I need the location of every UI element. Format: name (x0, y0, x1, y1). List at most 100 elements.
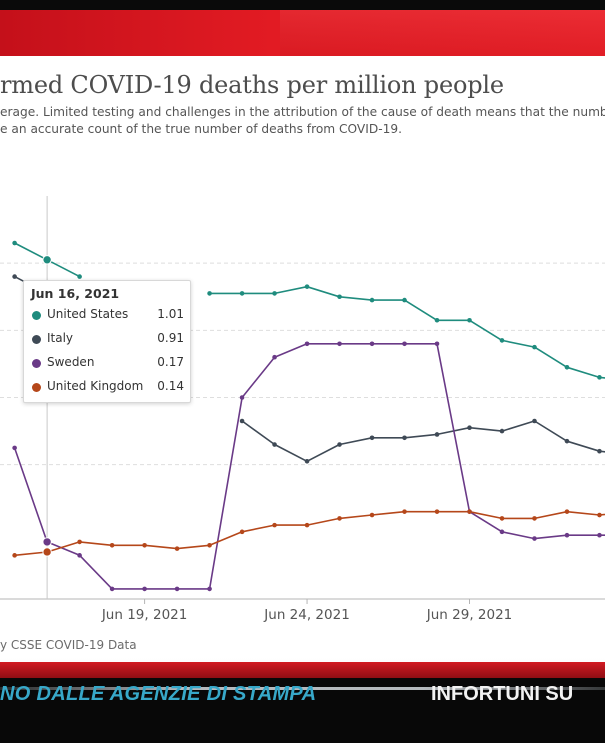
news-ticker-text-secondary: INFORTUNI SU (431, 683, 574, 705)
data-point-united-states (239, 291, 245, 296)
data-point-united-states (12, 240, 17, 246)
data-point-united-kingdom (272, 522, 277, 528)
data-point-sweden (12, 445, 17, 451)
news-ticker-text: NO DALLE AGENZIE DI STAMPA (0, 683, 317, 705)
data-point-italy (467, 425, 472, 431)
data-point-sweden (304, 341, 310, 347)
panel-bottom-fade (0, 656, 605, 662)
data-point-united-states (304, 284, 310, 289)
data-point-italy (499, 428, 505, 434)
tooltip-date: Jun 16, 2021 (31, 286, 120, 301)
tooltip-row-united-states: United States 1.01 (32, 307, 184, 325)
data-point-united-states (337, 294, 342, 300)
data-point-sweden (272, 354, 277, 360)
data-point-united-kingdom (337, 516, 342, 521)
tooltip-series-name: Sweden (47, 355, 95, 369)
data-point-sweden (142, 586, 147, 592)
chart-title: rmed COVID-19 deaths per million people (0, 71, 504, 99)
series-line-sweden (13, 343, 605, 590)
data-point-united-kingdom (369, 512, 375, 518)
data-point-italy (239, 418, 245, 424)
data-point-united-kingdom (402, 509, 407, 514)
data-point-sweden (207, 586, 212, 592)
data-point-united-kingdom (467, 509, 472, 514)
data-point-sweden (174, 586, 180, 592)
data-point-united-states (77, 274, 82, 279)
data-point-italy (337, 442, 342, 447)
ticker-separator-line (0, 687, 605, 690)
tooltip-series-value: 0.14 (157, 379, 184, 393)
data-point-united-states (272, 291, 277, 296)
legend-dot-icon (32, 359, 41, 368)
legend-dot-icon (32, 311, 41, 320)
data-point-united-states (369, 297, 375, 303)
tooltip-series-value: 0.17 (157, 355, 184, 369)
data-point-italy (12, 274, 17, 279)
broadcast-top-bar (0, 10, 605, 56)
data-point-italy (564, 438, 570, 444)
chart-tooltip: Jun 16, 2021 United States 1.01 Italy 0.… (23, 280, 191, 403)
ticker-red-band (0, 662, 605, 678)
legend-dot-icon (32, 335, 41, 344)
tooltip-series-name: United States (47, 307, 129, 321)
tooltip-row-italy: Italy 0.91 (32, 331, 184, 349)
data-point-united-kingdom (239, 529, 245, 535)
data-point-united-kingdom (109, 542, 115, 548)
data-point-sweden (532, 536, 537, 541)
data-point-sweden (77, 553, 82, 558)
data-point-united-kingdom (499, 516, 505, 521)
series-line-united-kingdom (14, 510, 605, 557)
tooltip-series-name: Italy (47, 331, 74, 345)
data-point-united-kingdom (304, 522, 310, 528)
data-point-united-states (467, 317, 472, 323)
data-point-united-states (42, 255, 52, 265)
tooltip-series-value: 1.01 (157, 307, 184, 321)
data-point-sweden (42, 537, 52, 547)
data-point-italy (304, 459, 310, 464)
data-point-sweden (564, 532, 570, 538)
data-point-united-kingdom (12, 553, 17, 558)
x-tick-label: Jun 19, 2021 (101, 607, 188, 623)
data-point-united-states (597, 375, 602, 380)
data-point-united-kingdom (42, 547, 52, 557)
tooltip-row-united-kingdom: United Kingdom 0.14 (32, 379, 184, 397)
data-point-sweden (337, 341, 342, 347)
top-dark-edge (0, 0, 605, 10)
data-point-united-kingdom (174, 546, 180, 551)
data-point-italy (369, 435, 375, 441)
data-point-united-kingdom (434, 509, 440, 514)
x-axis: Jun 19, 2021 Jun 24, 2021 Jun 29, 2021 (0, 598, 605, 623)
data-point-sweden (109, 586, 115, 592)
chart-panel: rmed COVID-19 deaths per million people … (0, 56, 605, 662)
tooltip-series-value: 0.91 (157, 331, 184, 345)
data-point-sweden (239, 395, 245, 400)
data-point-united-kingdom (597, 512, 602, 518)
data-point-united-kingdom (77, 539, 82, 545)
top-bar-highlight (280, 10, 605, 56)
data-point-italy (532, 418, 537, 424)
data-point-italy (272, 442, 277, 447)
data-point-united-states (207, 291, 212, 296)
data-point-italy (402, 435, 407, 441)
data-point-sweden (402, 341, 407, 347)
x-tick-label: Jun 29, 2021 (426, 607, 513, 623)
legend-dot-icon (32, 383, 41, 392)
tooltip-series-name: United Kingdom (47, 379, 144, 393)
tooltip-row-sweden: Sweden 0.17 (32, 355, 184, 373)
data-point-united-states (499, 338, 505, 343)
data-point-united-kingdom (532, 516, 537, 521)
data-point-united-kingdom (207, 542, 212, 548)
data-point-united-kingdom (142, 542, 147, 548)
data-point-italy (597, 448, 602, 454)
chart-source: y CSSE COVID-19 Data (0, 638, 137, 652)
x-tick-label: Jun 24, 2021 (263, 607, 350, 623)
data-point-sweden (369, 341, 375, 347)
data-point-sweden (597, 532, 602, 538)
data-point-united-states (532, 344, 537, 350)
data-point-united-kingdom (564, 509, 570, 514)
data-point-sweden (499, 529, 505, 535)
data-point-united-states (434, 317, 440, 323)
data-point-sweden (434, 341, 440, 347)
data-point-united-states (564, 364, 570, 370)
data-point-united-states (402, 297, 407, 303)
